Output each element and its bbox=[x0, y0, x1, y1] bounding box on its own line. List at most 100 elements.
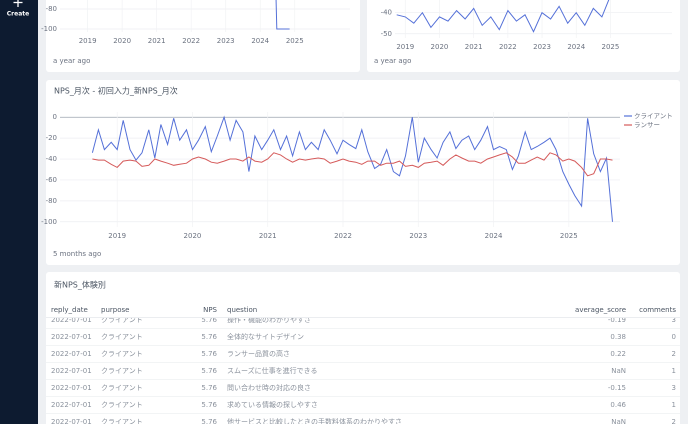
table-cell: クライアント bbox=[101, 316, 143, 324]
line-series bbox=[396, 0, 610, 33]
table-cell: NaN bbox=[611, 367, 626, 375]
table-cell: 2022-07-01 bbox=[51, 384, 92, 392]
table-cell: 0.22 bbox=[610, 350, 626, 358]
card bbox=[46, 80, 680, 265]
x-tick-label: 2022 bbox=[182, 37, 200, 45]
y-tick-label: -40 bbox=[46, 155, 57, 163]
table-cell: NaN bbox=[611, 418, 626, 424]
x-tick-label: 2021 bbox=[465, 43, 483, 51]
table-cell: ランサー品質の高さ bbox=[227, 349, 290, 358]
x-tick-label: 2020 bbox=[431, 43, 449, 51]
x-tick-label: 2025 bbox=[560, 232, 578, 240]
y-tick-label: 0 bbox=[53, 113, 57, 121]
table-cell: 5.76 bbox=[201, 401, 217, 409]
table-cell: 操作・機能のわかりやすさ bbox=[227, 315, 311, 324]
table-cell: 5.76 bbox=[201, 384, 217, 392]
x-tick-label: 2023 bbox=[533, 43, 551, 51]
y-tick-label: -20 bbox=[46, 134, 57, 142]
x-tick-label: 2024 bbox=[485, 232, 503, 240]
table-cell: -0.19 bbox=[608, 316, 626, 324]
table-cell: スムーズに仕事を進行できる bbox=[227, 366, 318, 375]
y-tick-label: -80 bbox=[46, 197, 57, 205]
updated: a year ago bbox=[53, 57, 90, 65]
table-cell: クライアント bbox=[101, 418, 143, 424]
table-cell: クライアント bbox=[101, 333, 143, 341]
y-tick-label: -100 bbox=[41, 25, 57, 33]
x-tick-label: 2019 bbox=[79, 37, 97, 45]
column-header: comments bbox=[639, 306, 676, 314]
table-cell: 0 bbox=[672, 333, 676, 341]
plot bbox=[275, 0, 290, 30]
card bbox=[46, 0, 360, 72]
table-cell: 3 bbox=[672, 384, 676, 392]
table-cell: 5.76 bbox=[201, 418, 217, 424]
table-cell: -0.15 bbox=[608, 384, 626, 392]
table-cell: 求めている情報の探しやすさ bbox=[227, 400, 318, 409]
column-header: NPS bbox=[203, 306, 217, 314]
x-tick-label: 2023 bbox=[409, 232, 427, 240]
table-cell: 1 bbox=[672, 367, 676, 375]
table-cell: 5.76 bbox=[201, 333, 217, 341]
table-header-bg bbox=[46, 302, 680, 318]
table-cell: 2022-07-01 bbox=[51, 316, 92, 324]
column-header: question bbox=[227, 306, 257, 314]
table-cell: 全体的なサイトデザイン bbox=[227, 332, 304, 341]
line-series bbox=[91, 115, 613, 222]
x-tick-label: 2024 bbox=[567, 43, 585, 51]
x-tick-label: 2023 bbox=[217, 37, 235, 45]
table-cell: 2022-07-01 bbox=[51, 367, 92, 375]
table-cell: 2 bbox=[672, 350, 676, 358]
x-tick-label: 2020 bbox=[113, 37, 131, 45]
y-tick-label: -60 bbox=[46, 176, 57, 184]
x-tick-label: 2019 bbox=[108, 232, 126, 240]
table-body: 2022-07-01 クライアント 5.76 操作・機能のわかりやすさ -0.19 320… bbox=[46, 315, 680, 424]
table-cell: 2022-07-01 bbox=[51, 350, 92, 358]
legend-label: クライアント bbox=[634, 112, 673, 120]
table-title: 新NPS_体験別 bbox=[54, 280, 106, 290]
table-cell: 2022-07-01 bbox=[51, 418, 92, 424]
column-header: average_score bbox=[575, 306, 626, 314]
table-cell: 問い合わせ時の対応の良さ bbox=[227, 383, 311, 392]
table-cell: 0.46 bbox=[610, 401, 626, 409]
table-cell: クライアント bbox=[101, 384, 143, 392]
y-tick-label: -50 bbox=[381, 30, 392, 38]
legend-label: ランサー bbox=[634, 121, 660, 129]
updated: 5 months ago bbox=[53, 250, 101, 258]
table-cell: 2022-07-01 bbox=[51, 401, 92, 409]
y-tick-label: -100 bbox=[41, 218, 57, 226]
x-tick-label: 2024 bbox=[251, 37, 269, 45]
sidebar bbox=[0, 0, 38, 424]
table-cell: 3 bbox=[672, 316, 676, 324]
table-cell: クライアント bbox=[101, 367, 143, 375]
column-header: reply_date bbox=[51, 306, 88, 314]
table-cell: 5.76 bbox=[201, 316, 217, 324]
x-tick-label: 2020 bbox=[184, 232, 202, 240]
table-cell: 5.76 bbox=[201, 350, 217, 358]
table-cell: 1 bbox=[672, 401, 676, 409]
table-cell: 5.76 bbox=[201, 367, 217, 375]
table-cell: 2022-07-01 bbox=[51, 333, 92, 341]
y-tick-label: -40 bbox=[381, 9, 392, 17]
table-cell: 2 bbox=[672, 418, 676, 424]
x-tick-label: 2021 bbox=[259, 232, 277, 240]
column-header: purpose bbox=[101, 306, 129, 314]
table-cell: 0.38 bbox=[610, 333, 626, 341]
y-tick-label: -80 bbox=[46, 5, 57, 13]
chart-title: NPS_月次 - 初回入力_新NPS_月次 bbox=[54, 86, 178, 96]
create-button[interactable]: Create bbox=[7, 11, 29, 18]
table-cell: クライアント bbox=[101, 350, 143, 358]
x-tick-label: 2022 bbox=[334, 232, 352, 240]
x-tick-label: 2025 bbox=[602, 43, 620, 51]
table-cell: クライアント bbox=[101, 401, 143, 409]
x-tick-label: 2025 bbox=[286, 37, 304, 45]
x-tick-label: 2019 bbox=[396, 43, 414, 51]
updated: a year ago bbox=[374, 57, 411, 65]
line-series bbox=[275, 0, 290, 30]
x-tick-label: 2022 bbox=[499, 43, 517, 51]
plot bbox=[396, 0, 610, 33]
line-series bbox=[92, 152, 613, 177]
plot bbox=[91, 115, 613, 222]
card bbox=[367, 0, 680, 72]
